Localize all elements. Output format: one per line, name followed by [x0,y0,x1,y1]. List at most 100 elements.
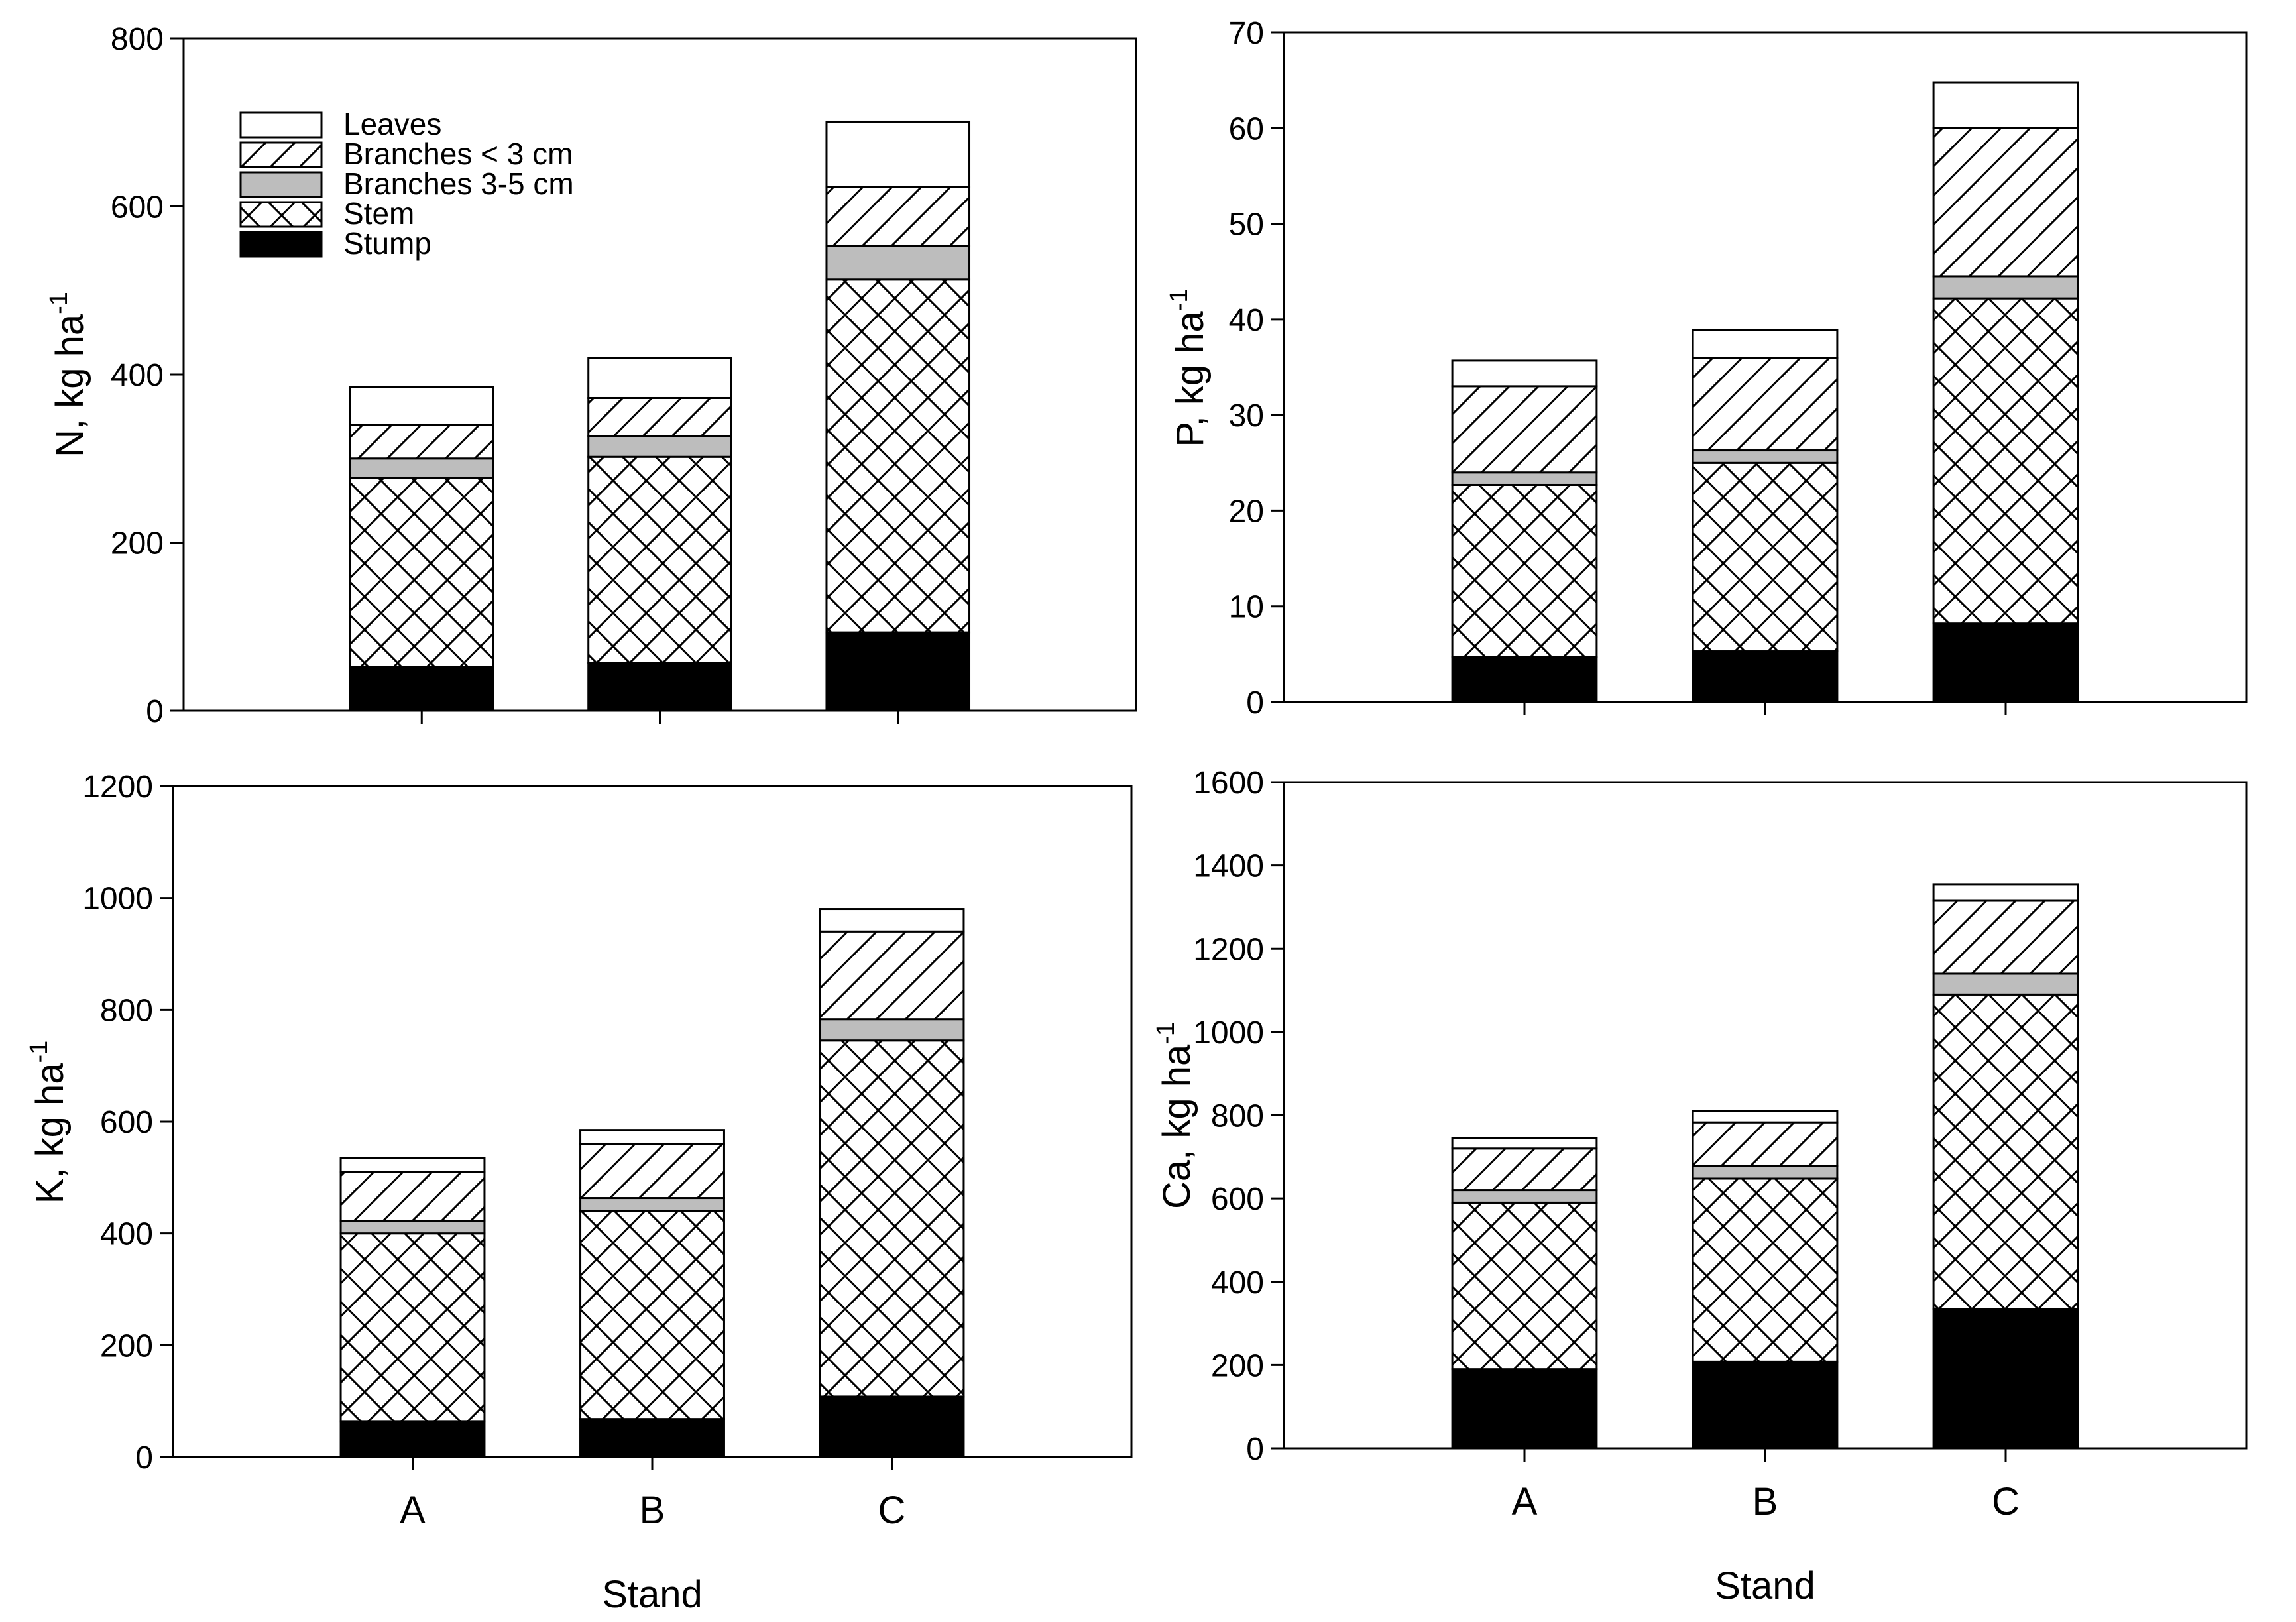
legend-label-stem: Stem [343,196,414,231]
y-tick-label: 1000 [1193,1015,1264,1051]
bar-segment-stump-b [1692,1360,1839,1450]
bar-segment-stump-a [1451,656,1598,703]
y-tick-label: 600 [1211,1182,1264,1217]
bar-segment-branches-lt-3-cm-a [349,424,494,460]
bar-segment-leaves-c [825,120,971,188]
y-axis-title: K, kg ha-1 [25,1041,72,1204]
bar-segment-branches-lt-3-cm-c [819,930,965,1021]
bar-segment-branches-lt-3-cm-a [339,1171,486,1222]
bar-segment-leaves-b [587,357,732,399]
y-tick-label: 0 [1246,1432,1264,1467]
panel-p-chart: 0 10 20 30 40 50 60 70 P, kg ha-1 [1165,16,2248,721]
bar-segment-branches-3-5-cm-c [825,245,971,281]
bar-segment-leaves-b [1692,329,1839,359]
bar-segment-leaves-a [349,386,494,426]
bar-segment-stump-c [825,631,971,712]
bar-segment-stem-c [819,1039,965,1398]
y-tick-label: 200 [100,1328,153,1363]
bar-segment-leaves-c [1932,883,2079,902]
bar-segment-branches-3-5-cm-a [1451,1189,1598,1204]
bar-segment-stump-a [1451,1368,1598,1450]
y-tick-label: 200 [111,526,164,561]
x-tick-label-b: B [640,1489,665,1532]
legend-item-branches-3-5cm: Branches 3-5 cm [239,166,574,201]
bar-segment-stump-b [587,662,732,712]
x-tick-label-a: A [1512,1480,1538,1523]
bar-segment-stem-c [825,278,971,634]
bar-segment-branches-lt-3-cm-b [587,396,732,437]
bar-segment-stem-c [1932,297,2079,625]
x-tick-label-a: A [400,1489,426,1532]
bar-segment-branches-lt-3-cm-b [579,1143,725,1200]
y-axis-title: N, kg ha-1 [45,292,91,457]
y-tick-label: 1600 [1193,766,1264,801]
legend-item-stem: Stem [239,196,414,231]
y-tick-label: 10 [1229,590,1264,625]
y-tick-label: 0 [146,694,164,729]
bar-segment-stump-b [1692,650,1839,703]
bar-segment-branches-lt-3-cm-b [1692,1121,1839,1167]
legend: Leaves Branches < 3 cm Branches 3-5 cm S… [239,107,574,261]
y-tick-label: 800 [111,22,164,57]
bar-segment-leaves-b [1692,1110,1839,1124]
bar-segment-branches-lt-3-cm-b [1692,357,1839,452]
x-tick-label-c: C [878,1489,906,1532]
y-axis-title: P, kg ha-1 [1165,288,1212,447]
x-axis-title: Stand [1715,1564,1815,1607]
y-tick-label: 30 [1229,398,1264,434]
bar-segment-leaves-a [1451,359,1598,388]
legend-item-stump: Stump [239,226,431,261]
legend-swatch-branches-lt-3cm [239,141,323,168]
y-tick-label: 400 [1211,1265,1264,1301]
y-tick-label: 800 [1211,1099,1264,1134]
bar-segment-stem-b [1692,461,1839,653]
bar-segment-branches-3-5-cm-c [1932,275,2079,300]
y-tick-label: 200 [1211,1348,1264,1383]
legend-swatch-leaves [239,111,323,139]
bar-segment-branches-lt-3-cm-c [1932,127,2079,278]
bar-segment-stem-c [1932,993,2079,1310]
panel-ca-chart: 0 200 400 600 800 1000 1200 1400 1600 A B C Ca, kg… [1152,766,2248,1607]
bar-segment-branches-3-5-cm-c [1932,972,2079,996]
bar-segment-branches-3-5-cm-a [349,457,494,479]
y-tick-label: 1200 [1193,932,1264,967]
bar-segment-stem-b [587,455,732,664]
bar-segment-leaves-c [1932,81,2079,129]
y-tick-label: 60 [1229,111,1264,146]
legend-swatch-stump [239,231,323,258]
y-tick-label: 600 [111,190,164,225]
bar-segment-branches-3-5-cm-b [1692,1165,1839,1180]
legend-item-leaves: Leaves [239,107,441,141]
bar-segment-stem-a [349,477,494,668]
x-axis-title: Stand [602,1573,703,1616]
legend-swatch-stem [239,201,323,228]
y-tick-label: 800 [100,993,153,1028]
panel-k-chart: 0 200 400 600 800 1000 1200 A B C K, kg ha-1 Sta… [25,770,1133,1616]
bar-segment-branches-lt-3-cm-a [1451,1147,1598,1192]
bar-segment-stem-b [1692,1177,1839,1363]
y-tick-label: 0 [1246,685,1264,721]
bar-segment-branches-3-5-cm-b [579,1197,725,1212]
bar-segment-stump-a [339,1420,486,1458]
y-tick-label: 20 [1229,494,1264,529]
bar-segment-stump-a [349,666,494,712]
bar-segment-branches-3-5-cm-b [587,435,732,458]
bar-segment-stump-b [579,1418,725,1458]
legend-label-branches-lt-3cm: Branches < 3 cm [343,137,573,171]
bar-segment-leaves-a [1451,1137,1598,1150]
legend-swatch-branches-3-5cm [239,171,323,198]
bar-segment-branches-3-5-cm-c [819,1018,965,1042]
bar-segment-branches-3-5-cm-a [339,1220,486,1235]
y-tick-label: 1000 [82,882,153,917]
panel-n-chart: 0 200 400 600 800 N, kg ha-1 Leaves Branches… [45,22,1137,729]
bar-segment-stump-c [1932,1308,2079,1450]
bar-segment-stump-c [819,1395,965,1458]
bar-segment-branches-3-5-cm-a [1451,471,1598,486]
bar-segment-stem-a [339,1232,486,1423]
y-axis-title: Ca, kg ha-1 [1152,1022,1198,1209]
bar-segment-branches-3-5-cm-b [1692,449,1839,464]
y-tick-label: 400 [100,1217,153,1252]
y-tick-label: 0 [135,1440,153,1476]
legend-label-leaves: Leaves [343,107,441,141]
